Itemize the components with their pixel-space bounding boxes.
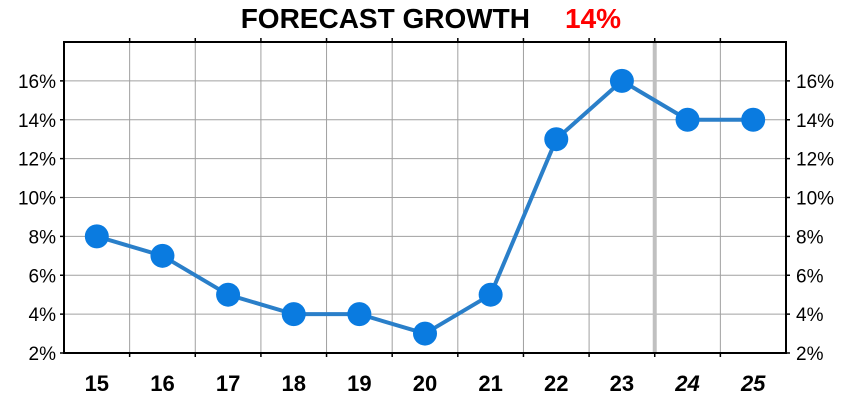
y-tick-label-left: 10% [18, 189, 56, 210]
y-tick-label-left: 14% [18, 111, 56, 132]
data-point [741, 107, 766, 132]
y-tick-label-left: 4% [29, 305, 57, 326]
data-point [609, 68, 634, 93]
x-tick-label: 19 [347, 371, 371, 396]
y-tick-label-right: 2% [796, 344, 824, 365]
y-tick-label-left: 12% [18, 150, 56, 171]
series-layer [84, 68, 766, 346]
y-tick-label-right: 10% [796, 189, 834, 210]
y-tick-label-right: 4% [796, 305, 824, 326]
data-point [675, 107, 700, 132]
x-tick-label: 23 [610, 371, 634, 396]
y-tick-label-right: 16% [796, 72, 834, 93]
x-tick-label: 15 [85, 371, 109, 396]
y-tick-label-left: 6% [29, 266, 57, 287]
y-tick-label-right: 8% [796, 227, 824, 248]
x-tick-label: 16 [150, 371, 174, 396]
y-tick-label-right: 6% [796, 266, 824, 287]
data-point [150, 243, 175, 268]
data-point [544, 127, 569, 152]
data-point [478, 282, 503, 307]
x-tick-label: 20 [413, 371, 437, 396]
chart-title: FORECAST GROWTH [241, 3, 530, 34]
x-tick-label: 25 [740, 371, 766, 396]
data-point [347, 302, 372, 327]
x-tick-label: 18 [281, 371, 305, 396]
x-tick-label: 17 [216, 371, 240, 396]
data-point [281, 302, 306, 327]
grid-layer [60, 38, 790, 357]
axis-labels: 2% 2% 4% 4% 6% 6% 8% 8% 10% 10% 12% 12% 14% 14% 16% 16%… [18, 72, 834, 396]
x-tick-label: 21 [478, 371, 502, 396]
x-tick-label: 24 [674, 371, 699, 396]
x-tick-label: 22 [544, 371, 568, 396]
chart-title-value: 14% [565, 3, 621, 34]
y-tick-label-left: 2% [29, 344, 57, 365]
y-tick-label-right: 12% [796, 150, 834, 171]
y-tick-label-left: 16% [18, 72, 56, 93]
plot-frame [63, 41, 787, 354]
y-tick-label-right: 14% [796, 111, 834, 132]
y-tick-label-left: 8% [29, 227, 57, 248]
data-point [84, 224, 109, 249]
data-point [216, 282, 241, 307]
data-point [413, 321, 437, 346]
